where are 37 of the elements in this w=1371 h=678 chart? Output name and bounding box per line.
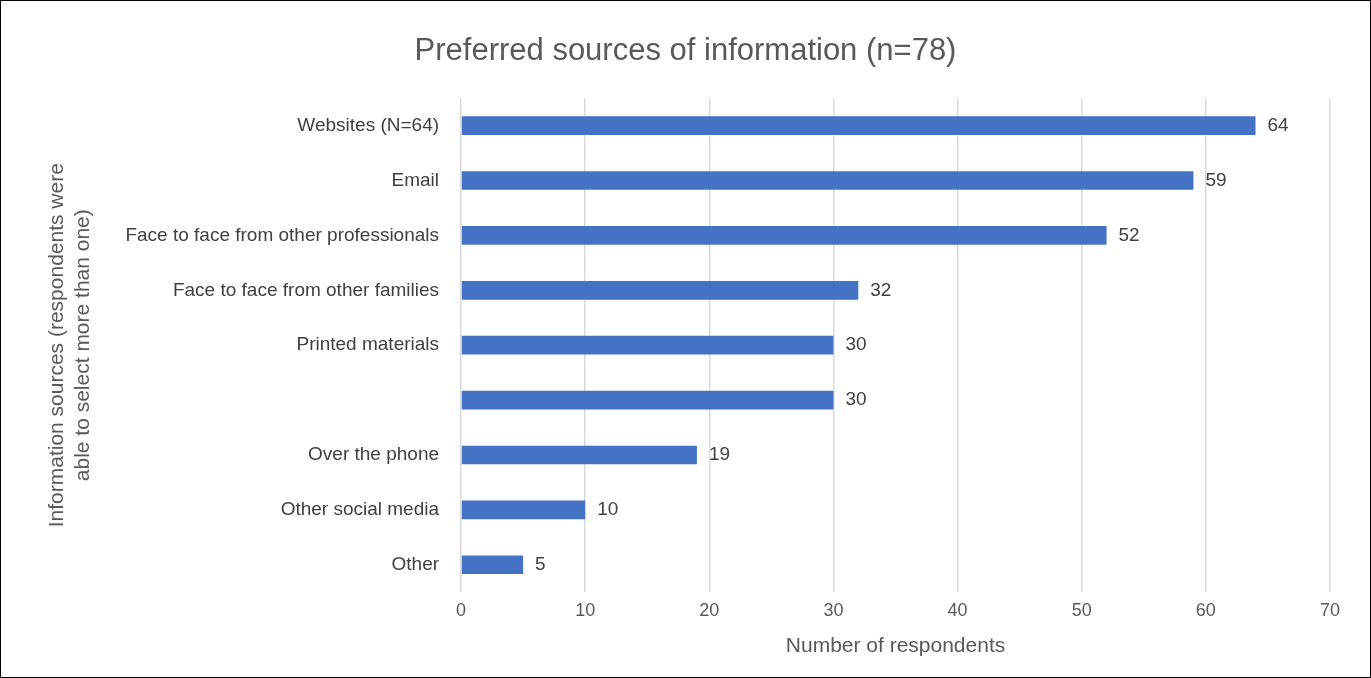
data-label: 30	[845, 333, 867, 355]
bar	[461, 555, 524, 575]
y-tick-label: Other social media	[280, 498, 440, 520]
x-tick-label: 30	[823, 599, 844, 620]
bar	[461, 280, 859, 300]
bar	[461, 116, 1256, 135]
y-axis-title: Information sources (respondents were able to select more than one)	[44, 163, 93, 528]
data-label: 10	[597, 498, 619, 520]
x-axis-title: Number of respondents	[785, 633, 1006, 657]
data-label: 64	[1267, 113, 1290, 135]
data-label: 5	[535, 552, 546, 574]
bar	[461, 445, 697, 465]
bar	[461, 335, 834, 355]
bar	[461, 500, 586, 520]
x-tick-label: 10	[575, 599, 596, 620]
bar	[461, 226, 1107, 245]
data-label: 59	[1205, 168, 1227, 190]
bar	[461, 390, 834, 410]
y-tick-label: Face to face from other professionals	[125, 223, 440, 245]
data-label: 32	[870, 278, 892, 300]
x-tick-label: 50	[1071, 599, 1092, 620]
y-tick-label: Other	[391, 552, 440, 574]
x-tick-label: 60	[1195, 599, 1216, 620]
x-tick-label: 40	[947, 599, 968, 620]
y-tick-label: Printed materials	[296, 333, 440, 355]
data-label: 30	[845, 388, 867, 410]
chart-title: Preferred sources of information (n=78)	[414, 32, 957, 68]
bar	[461, 171, 1194, 190]
y-tick-label: Email	[391, 168, 440, 190]
y-tick-label: Over the phone	[308, 443, 440, 465]
x-tick-label: 20	[699, 599, 720, 620]
data-label: 52	[1118, 223, 1140, 245]
data-label: 19	[708, 443, 731, 465]
y-tick-label: Websites (N=64)	[297, 113, 440, 135]
y-tick-label: Face to face from other families	[172, 278, 440, 300]
x-tick-label: 0	[456, 599, 467, 620]
x-tick-label: 70	[1319, 599, 1341, 620]
